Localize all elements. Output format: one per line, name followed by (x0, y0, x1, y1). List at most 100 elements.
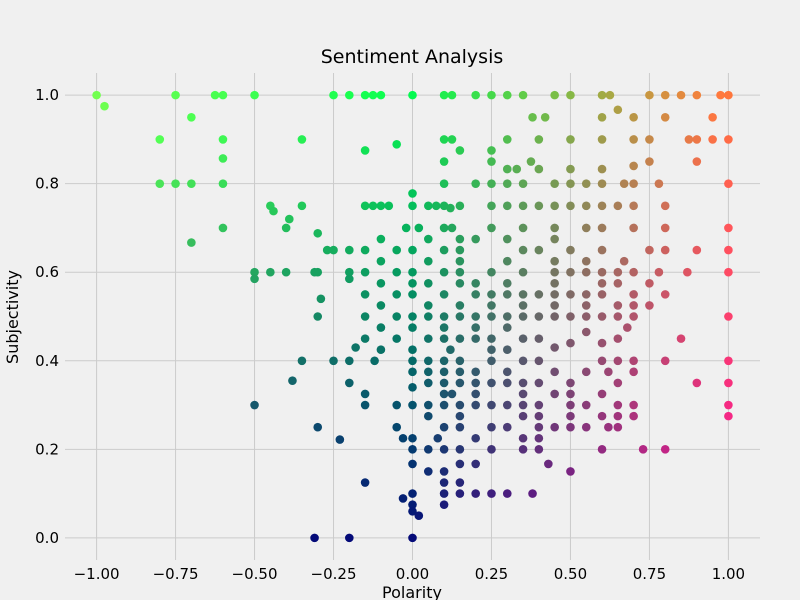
data-point (528, 489, 537, 498)
data-point (313, 422, 323, 432)
data-point (724, 312, 733, 321)
data-point (446, 203, 455, 213)
data-point (613, 356, 623, 366)
data-point (613, 201, 623, 211)
data-point (502, 367, 512, 377)
data-point (487, 146, 496, 155)
data-point (439, 267, 449, 277)
data-point (550, 90, 559, 100)
data-point (566, 378, 575, 388)
data-point (597, 90, 607, 100)
data-point (408, 201, 417, 211)
data-point (447, 389, 457, 399)
data-point (439, 290, 449, 299)
data-point (447, 223, 457, 233)
data-point (368, 90, 378, 100)
data-point (392, 267, 402, 277)
data-point (619, 256, 629, 266)
data-point (581, 267, 591, 277)
data-point (518, 267, 528, 277)
data-point (676, 334, 686, 343)
data-point (487, 301, 496, 310)
data-point (566, 164, 575, 174)
data-point (376, 256, 386, 266)
data-point (447, 135, 457, 144)
data-point (351, 343, 360, 352)
data-point (518, 245, 528, 255)
data-point (692, 245, 702, 255)
data-point (684, 135, 694, 144)
data-point (566, 179, 575, 188)
data-point (629, 201, 638, 211)
data-point (281, 223, 291, 233)
data-point (566, 411, 575, 421)
data-point (724, 179, 733, 188)
data-point (439, 489, 449, 498)
data-point (376, 201, 386, 211)
data-point (471, 489, 480, 498)
x-tick-label: 0.00 (396, 565, 429, 583)
data-point (534, 433, 544, 443)
data-point (597, 245, 607, 255)
data-point (408, 400, 417, 410)
data-point (660, 245, 670, 255)
data-point (645, 301, 654, 310)
data-point (597, 290, 607, 299)
data-point (345, 533, 354, 543)
y-tick-label: 0.2 (35, 440, 59, 458)
data-point (455, 234, 465, 244)
data-point (660, 290, 670, 299)
data-point (408, 290, 417, 299)
data-point (250, 274, 259, 284)
data-point (502, 378, 512, 388)
data-point (408, 507, 417, 516)
data-point (692, 157, 702, 166)
data-point (455, 245, 465, 255)
data-point (384, 201, 394, 211)
data-point (423, 334, 433, 343)
data-point (724, 135, 733, 144)
data-point (408, 500, 417, 509)
data-point (297, 201, 307, 211)
data-point (676, 90, 686, 100)
data-point (502, 345, 512, 355)
data-point (597, 278, 607, 288)
data-point (345, 378, 354, 388)
data-point (281, 267, 291, 277)
data-point (408, 459, 417, 469)
data-point (581, 290, 591, 299)
data-point (284, 214, 294, 224)
data-point (408, 489, 417, 498)
data-point (471, 278, 480, 288)
data-point (660, 356, 670, 366)
data-point (345, 245, 354, 255)
data-point (392, 334, 402, 343)
y-tick-label: 1.0 (35, 86, 59, 104)
x-tick-label: −0.25 (311, 565, 357, 583)
data-point (218, 90, 228, 100)
data-point (613, 334, 623, 343)
data-point (313, 228, 323, 238)
data-point (447, 90, 457, 100)
data-point (518, 433, 528, 443)
data-point (534, 445, 544, 454)
data-point (187, 179, 196, 188)
data-point (360, 146, 370, 155)
data-point (171, 179, 180, 188)
data-point (408, 356, 417, 366)
data-point (439, 323, 449, 332)
data-point (423, 312, 433, 321)
data-point (581, 179, 591, 188)
data-point (518, 356, 528, 366)
data-point (597, 411, 607, 421)
data-point (439, 90, 449, 100)
data-point (329, 90, 338, 100)
data-point (471, 433, 480, 443)
data-point (414, 511, 424, 521)
data-point (408, 345, 417, 355)
data-point (439, 135, 449, 144)
x-tick-label: 1.00 (712, 565, 745, 583)
data-point (502, 256, 512, 266)
data-point (518, 90, 528, 100)
